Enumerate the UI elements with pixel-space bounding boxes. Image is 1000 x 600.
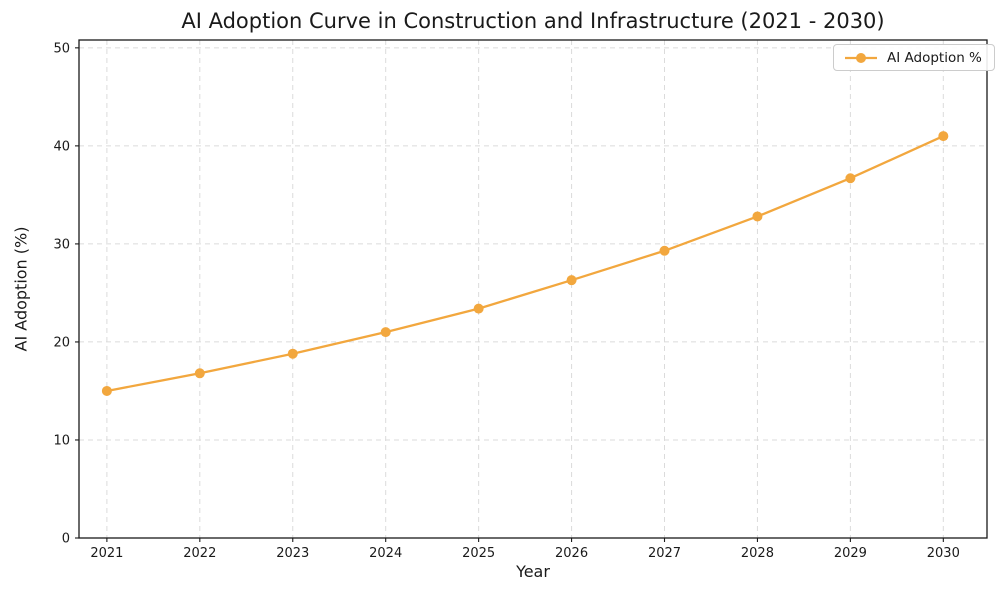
- x-tick-label-2030: 2030: [927, 546, 960, 561]
- y-tick-label-50: 50: [53, 41, 70, 56]
- legend-label: AI Adoption %: [887, 49, 982, 66]
- x-tick-label-2021: 2021: [90, 546, 123, 561]
- axes-spines: [78, 39, 988, 539]
- data-point-2026: [566, 275, 577, 286]
- data-point-2030: [938, 131, 949, 142]
- x-tick-label-2026: 2026: [555, 546, 588, 561]
- y-tick-label-0: 0: [62, 532, 70, 547]
- x-axis-label: Year: [516, 562, 550, 581]
- x-tick-label-2023: 2023: [276, 546, 309, 561]
- y-tick-label-30: 30: [53, 237, 70, 252]
- series-line: [105, 134, 945, 393]
- y-tick-label-40: 40: [53, 139, 70, 154]
- data-point-2021: [101, 385, 112, 396]
- data-point-2027: [659, 245, 670, 256]
- legend-marker-icon: [845, 52, 877, 63]
- y-tick-label-20: 20: [53, 335, 70, 350]
- y-tick-label-10: 10: [53, 433, 70, 448]
- data-point-2023: [287, 348, 298, 359]
- legend: AI Adoption %: [833, 44, 995, 71]
- data-point-2025: [473, 303, 484, 314]
- x-tick-label-2027: 2027: [648, 546, 681, 561]
- chart-title: AI Adoption Curve in Construction and In…: [181, 9, 885, 33]
- data-point-2028: [752, 211, 763, 222]
- x-tick-label-2028: 2028: [741, 546, 774, 561]
- data-point-2024: [380, 327, 391, 338]
- x-tick-label-2025: 2025: [462, 546, 495, 561]
- data-point-2022: [194, 368, 205, 379]
- y-axis-label: AI Adoption (%): [11, 226, 31, 352]
- x-tick-label-2024: 2024: [369, 546, 402, 561]
- x-tick-label-2022: 2022: [183, 546, 216, 561]
- data-point-2029: [845, 173, 856, 184]
- x-tick-label-2029: 2029: [834, 546, 867, 561]
